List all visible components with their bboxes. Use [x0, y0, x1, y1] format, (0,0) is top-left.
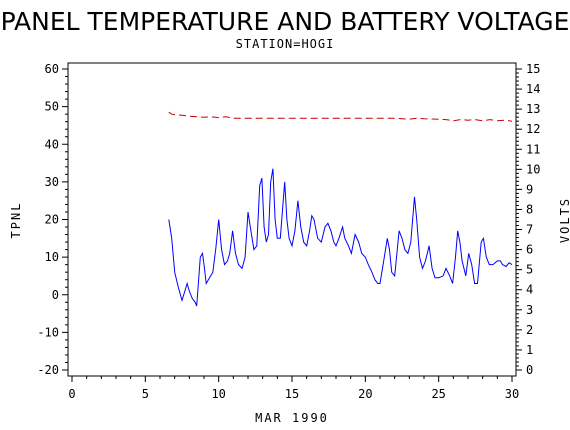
chart-title: PANEL TEMPERATURE AND BATTERY VOLTAGE: [1, 7, 570, 36]
panel-temperature-line: [168, 168, 513, 307]
y-left-tick-label: -10: [37, 325, 59, 339]
y-right-tick-label: 7: [526, 223, 533, 237]
y-axis-label-left: TPNL: [9, 202, 23, 239]
y-right-tick-label: 2: [526, 323, 533, 337]
y-right-tick-label: 15: [526, 62, 540, 76]
y-right-tick-label: 9: [526, 182, 533, 196]
x-tick-label: 25: [431, 387, 445, 401]
y-axis-label-right: VOLTS: [558, 197, 570, 243]
y-right-tick-label: 10: [526, 162, 540, 176]
y-left-tick-label: 60: [45, 62, 59, 76]
x-tick-label: 5: [142, 387, 149, 401]
y-left-tick-label: 20: [45, 213, 59, 227]
x-tick-label: 20: [358, 387, 372, 401]
y-right-tick-label: 8: [526, 202, 533, 216]
y-right-tick-label: 3: [526, 303, 533, 317]
y-left-tick-label: 40: [45, 137, 59, 151]
y-right-tick-label: 14: [526, 82, 540, 96]
y-right-tick-label: 13: [526, 102, 540, 116]
y-right-tick-label: 12: [526, 122, 540, 136]
y-right-tick-label: 11: [526, 142, 540, 156]
x-axis-label: MAR 1990: [255, 411, 329, 425]
ticks-layer: 0 5 10 15 20 25 30-20-100102030405060012345678…: [37, 62, 540, 401]
chart-subtitle: STATION=HOGI: [236, 37, 335, 51]
y-right-tick-label: 0: [526, 363, 533, 377]
x-tick-label: 0: [68, 387, 75, 401]
y-right-tick-label: 6: [526, 243, 533, 257]
y-right-tick-label: 4: [526, 283, 533, 297]
y-left-tick-label: -20: [37, 363, 59, 377]
y-left-tick-label: 30: [45, 175, 59, 189]
x-tick-label: 10: [211, 387, 225, 401]
x-tick-label: 30: [505, 387, 519, 401]
y-left-tick-label: 0: [52, 288, 59, 302]
y-right-tick-label: 5: [526, 263, 533, 277]
y-left-tick-label: 50: [45, 100, 59, 114]
battery-voltage-line: [168, 111, 513, 122]
x-tick-label: 15: [285, 387, 299, 401]
y-left-tick-label: 10: [45, 250, 59, 264]
y-right-tick-label: 1: [526, 343, 533, 357]
plot-frame: [67, 62, 517, 377]
series-layer: [168, 111, 513, 307]
